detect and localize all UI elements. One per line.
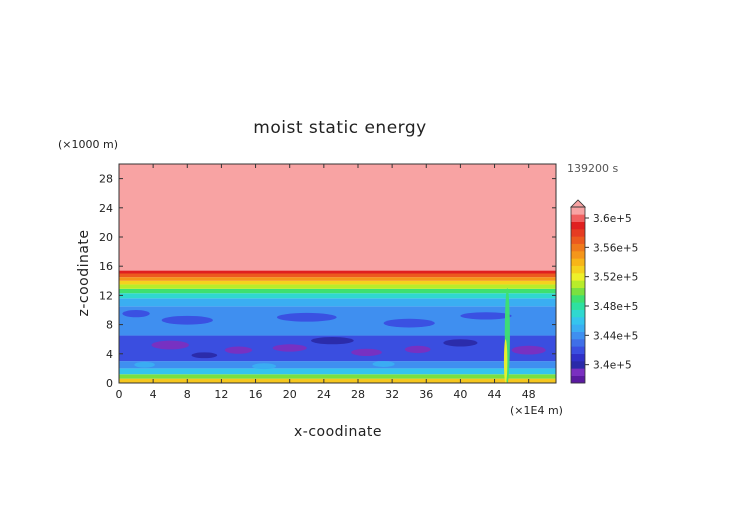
x-tick-label: 20 bbox=[283, 388, 297, 401]
field-layer bbox=[119, 374, 556, 379]
chart-title: moist static energy bbox=[253, 118, 426, 138]
y-tick-label: 20 bbox=[99, 231, 113, 244]
field-layer bbox=[119, 368, 556, 375]
colorbar-tick-label: 3.56e+5 bbox=[593, 242, 638, 254]
x-tick-label: 12 bbox=[214, 388, 228, 401]
colorbar-swatch bbox=[571, 368, 585, 376]
x-tick-label: 24 bbox=[317, 388, 331, 401]
field-structure bbox=[276, 312, 337, 322]
y-tick-label: 16 bbox=[99, 260, 113, 273]
y-tick-label: 0 bbox=[106, 377, 113, 390]
y-tick-label: 28 bbox=[99, 173, 113, 186]
colorbar-frame bbox=[570, 206, 586, 384]
x-tick-label: 44 bbox=[488, 388, 502, 401]
x-tick-label: 28 bbox=[351, 388, 365, 401]
colorbar-swatch bbox=[571, 339, 585, 347]
field-layer bbox=[119, 164, 556, 271]
colorbar-swatch bbox=[571, 236, 585, 244]
x-unit-label: (×1E4 m) bbox=[510, 404, 563, 417]
y-tick-label: 24 bbox=[99, 202, 113, 215]
colorbar-swatch bbox=[571, 280, 585, 288]
field-layer bbox=[119, 280, 556, 285]
colorbar: 3.4e+5 3.44e+5 3.48e+5 3.52e+5 3.56e+5 3.6e+5 bbox=[570, 199, 638, 384]
colorbar-swatch bbox=[571, 317, 585, 325]
field-structure bbox=[122, 310, 150, 318]
colorbar-swatch bbox=[571, 331, 585, 340]
plot-frame bbox=[118, 163, 557, 384]
x-tick-label: 36 bbox=[419, 388, 433, 401]
colorbar-swatch bbox=[571, 243, 585, 252]
colorbar-tick-label: 3.4e+5 bbox=[593, 360, 632, 372]
colorbar-swatch bbox=[571, 251, 585, 259]
colorbar-tick-label: 3.52e+5 bbox=[593, 272, 638, 284]
field-layer bbox=[119, 284, 556, 289]
colorbar-swatch bbox=[571, 258, 585, 266]
x-tick-label: 48 bbox=[522, 388, 536, 401]
field-structure bbox=[311, 337, 354, 345]
x-axis: 0 4 8 12 16 20 24 28 32 36 40 44 48 bbox=[116, 164, 536, 401]
field-structure bbox=[443, 339, 478, 347]
colorbar-swatch bbox=[571, 287, 585, 296]
colorbar-swatch bbox=[571, 375, 585, 384]
field-structure bbox=[161, 315, 213, 325]
y-tick-label: 8 bbox=[106, 319, 113, 332]
field-layer bbox=[119, 293, 556, 299]
field-layer bbox=[119, 270, 556, 274]
y-tick-label: 12 bbox=[99, 289, 113, 302]
colorbar-swatch bbox=[571, 346, 585, 354]
x-tick-label: 32 bbox=[385, 388, 399, 401]
colorbar-swatch bbox=[571, 221, 585, 230]
x-tick-label: 0 bbox=[116, 388, 123, 401]
field-structure bbox=[404, 345, 431, 354]
field-structure bbox=[272, 344, 307, 352]
x-tick-label: 4 bbox=[150, 388, 157, 401]
field-structure bbox=[372, 361, 395, 367]
colorbar-swatch bbox=[571, 265, 585, 274]
y-axis: 0 4 8 12 16 20 24 28 bbox=[99, 173, 556, 390]
field-structure bbox=[252, 363, 277, 370]
field-structure bbox=[460, 312, 512, 320]
colorbar-swatch bbox=[571, 309, 585, 318]
colorbar-swatch bbox=[571, 214, 585, 222]
field-layer bbox=[119, 277, 556, 281]
colorbar-tick-label: 3.44e+5 bbox=[593, 330, 638, 342]
colorbar-tick-label: 3.48e+5 bbox=[593, 301, 638, 313]
time-label: 139200 s bbox=[567, 162, 618, 175]
colorbar-swatch bbox=[571, 361, 585, 369]
y-axis-title: z-coodinate bbox=[76, 229, 92, 316]
field-layer bbox=[119, 273, 556, 278]
field-layer bbox=[119, 361, 556, 369]
x-tick-label: 16 bbox=[249, 388, 263, 401]
field-structure bbox=[383, 318, 435, 328]
field-structure bbox=[503, 339, 508, 383]
field-structure bbox=[224, 346, 253, 354]
x-tick-label: 40 bbox=[453, 388, 467, 401]
field-structure bbox=[151, 340, 189, 350]
x-axis-title: x-coodinate bbox=[294, 424, 382, 440]
colorbar-tick-label: 3.6e+5 bbox=[593, 213, 632, 225]
x-tick-label: 8 bbox=[184, 388, 191, 401]
field-structure bbox=[511, 345, 546, 355]
colorbar-swatch bbox=[571, 273, 585, 281]
field-structure bbox=[134, 361, 155, 368]
colorbar-swatch bbox=[571, 353, 585, 362]
field-structure bbox=[351, 348, 382, 356]
colorbar-swatch bbox=[571, 295, 585, 303]
colorbar-swatch bbox=[571, 207, 585, 215]
y-tick-label: 4 bbox=[106, 348, 113, 361]
colorbar-swatch bbox=[571, 229, 585, 237]
field-layer bbox=[119, 298, 556, 307]
colorbar-swatch bbox=[571, 302, 585, 310]
colorbar-extend-arrow bbox=[570, 199, 586, 208]
field-structure bbox=[191, 352, 218, 359]
y-unit-label: (×1000 m) bbox=[58, 138, 118, 151]
heatmap-field bbox=[119, 164, 556, 383]
colorbar-swatch bbox=[571, 324, 585, 332]
field-layer bbox=[119, 288, 556, 294]
field-layer bbox=[119, 378, 556, 383]
